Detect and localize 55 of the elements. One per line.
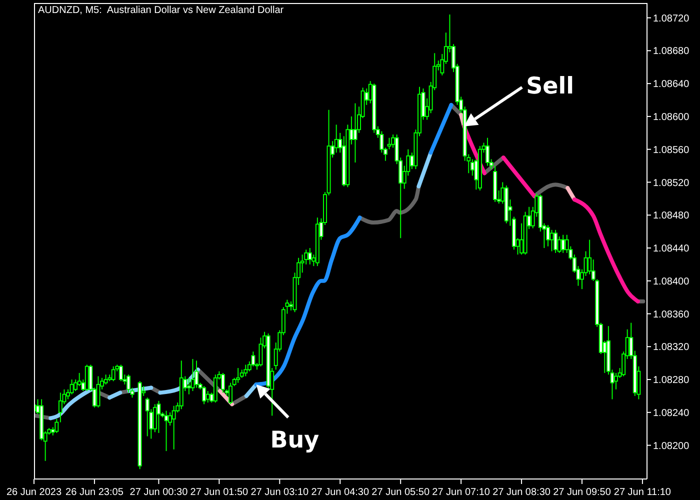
candlestick xyxy=(202,386,206,405)
candlestick xyxy=(118,364,123,382)
y-tick-label: 1.08200 xyxy=(653,440,690,452)
y-tick-label: 1.08360 xyxy=(653,309,690,320)
y-tick-label: 1.08320 xyxy=(653,342,690,354)
candlestick xyxy=(353,102,358,163)
candlestick xyxy=(186,377,191,395)
chart-title: AUDNZD, M5: Australian Dollar vs New Zealand Dollar xyxy=(38,5,284,16)
y-tick-label: 1.08520 xyxy=(653,178,690,189)
x-tick-label: 27 Jun 07:10 xyxy=(432,487,490,498)
x-tick-label: 26 Jun 23:05 xyxy=(66,487,124,498)
candlestick xyxy=(308,247,312,265)
x-tick-label: 27 Jun 11:10 xyxy=(614,487,672,498)
candlestick xyxy=(111,366,116,382)
candlestick xyxy=(172,405,176,450)
y-tick-label: 1.08600 xyxy=(653,112,690,123)
y-tick-label: 1.08640 xyxy=(653,79,690,90)
candlestick xyxy=(156,400,161,434)
y-tick-label: 1.08440 xyxy=(653,244,690,255)
candlestick xyxy=(126,374,130,394)
candlestick xyxy=(145,397,150,437)
y-tick-label: 1.08280 xyxy=(653,375,690,386)
x-tick-label: 27 Jun 01:50 xyxy=(190,487,249,498)
candlestick xyxy=(486,137,490,166)
candlestick xyxy=(206,390,210,404)
x-tick-label: 27 Jun 08:30 xyxy=(492,487,551,498)
candlestick xyxy=(554,229,558,254)
annotation: Buy xyxy=(270,427,320,454)
candlestick xyxy=(614,372,618,390)
x-tick-label: 27 Jun 05:50 xyxy=(372,487,430,498)
candlestick xyxy=(561,234,566,254)
y-tick-label: 1.08240 xyxy=(653,408,690,419)
candlestick xyxy=(220,372,225,394)
y-tick-label: 1.08480 xyxy=(653,210,690,222)
candlestick xyxy=(194,360,199,388)
x-tick-label: 27 Jun 03:10 xyxy=(250,487,310,498)
annotation: Sell xyxy=(526,73,574,100)
x-tick-label: 27 Jun 00:30 xyxy=(130,487,188,498)
x-tick-label: 27 Jun 09:50 xyxy=(553,487,612,498)
y-tick-label: 1.08720 xyxy=(653,13,690,24)
x-tick-label: 26 Jun 2023 xyxy=(6,487,62,498)
candlestick xyxy=(190,358,195,392)
candlestick xyxy=(77,372,82,387)
candlestick xyxy=(213,374,218,404)
y-tick-label: 1.08400 xyxy=(653,276,690,288)
candlestick xyxy=(96,376,100,408)
y-tick-label: 1.08680 xyxy=(653,46,690,58)
y-tick-label: 1.08560 xyxy=(653,144,690,156)
candlestick xyxy=(244,364,248,377)
candlestick xyxy=(228,382,233,405)
candlestick xyxy=(470,158,474,176)
candlestick xyxy=(550,229,554,252)
candlestick xyxy=(164,410,168,452)
x-tick-label: 27 Jun 04:30 xyxy=(311,487,370,498)
candlestick xyxy=(236,368,240,384)
